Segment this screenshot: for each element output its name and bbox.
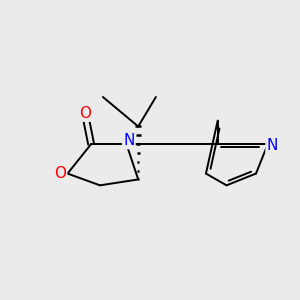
Text: O: O [79,106,91,121]
Text: O: O [54,166,66,181]
Text: N: N [266,138,278,153]
Text: N: N [123,133,134,148]
